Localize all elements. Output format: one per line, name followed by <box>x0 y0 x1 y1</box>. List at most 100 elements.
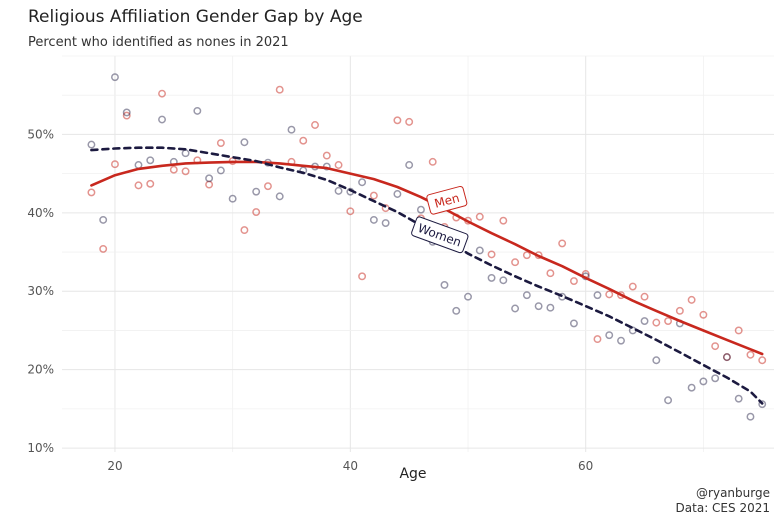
point-men <box>722 353 731 362</box>
grid-layer <box>62 55 774 452</box>
point-women <box>475 246 484 255</box>
point-women <box>546 303 555 312</box>
chart-subtitle: Percent who identified as nones in 2021 <box>28 35 289 50</box>
point-men <box>346 207 355 216</box>
point-men <box>205 180 214 189</box>
point-women <box>440 281 449 289</box>
point-men <box>393 116 402 125</box>
point-men <box>428 157 437 166</box>
point-women <box>699 377 708 386</box>
trend-line-men <box>90 160 764 356</box>
y-tick-label: 20% <box>27 363 54 377</box>
point-women <box>664 396 673 405</box>
point-women <box>275 192 284 201</box>
point-men <box>322 151 331 160</box>
point-women <box>499 276 508 285</box>
point-women <box>511 304 520 313</box>
line-label-men: Men <box>426 185 468 215</box>
point-men <box>240 226 249 235</box>
x-axis-label: Age <box>399 466 426 482</box>
point-women <box>158 115 166 124</box>
point-women <box>687 383 696 392</box>
point-men <box>87 188 96 197</box>
point-women <box>111 73 119 82</box>
point-men <box>569 277 578 286</box>
point-women <box>240 138 249 147</box>
point-men <box>216 139 225 147</box>
y-tick-label: 40% <box>27 206 54 220</box>
point-women <box>287 125 296 134</box>
point-men <box>699 310 708 319</box>
point-men <box>475 212 484 221</box>
caption-line-2: Data: CES 2021 <box>676 501 770 515</box>
point-women <box>569 319 578 328</box>
point-women <box>593 291 602 300</box>
x-tick-label: 40 <box>343 459 358 473</box>
point-men <box>111 160 119 169</box>
point-men <box>487 250 496 259</box>
point-men <box>358 272 367 281</box>
point-women <box>181 149 190 158</box>
chart-title: Religious Affiliation Gender Gap by Age <box>28 7 363 27</box>
point-men <box>593 335 602 344</box>
point-men <box>522 251 531 260</box>
point-men <box>711 342 720 351</box>
point-women <box>358 178 367 187</box>
point-women <box>640 317 649 325</box>
point-men <box>405 117 414 126</box>
trend-line-women <box>90 146 764 405</box>
point-men <box>264 182 272 191</box>
point-women <box>146 156 155 165</box>
point-men <box>640 292 649 301</box>
point-women <box>522 291 531 300</box>
point-women <box>711 374 720 383</box>
point-men <box>664 317 673 325</box>
point-women <box>369 215 378 224</box>
line-label-box-men <box>426 185 468 215</box>
point-women <box>405 161 414 169</box>
y-tick-label: 30% <box>27 284 54 298</box>
point-women <box>381 219 390 227</box>
point-women <box>416 205 425 214</box>
point-men <box>169 165 178 174</box>
point-men <box>558 239 567 248</box>
point-men <box>122 111 131 120</box>
point-women <box>652 356 661 365</box>
point-men <box>334 161 343 169</box>
point-women <box>193 106 202 115</box>
point-men <box>628 282 637 291</box>
line-label-box-women <box>411 216 469 254</box>
x-tick-label: 60 <box>578 459 593 473</box>
point-men <box>181 167 190 176</box>
point-women <box>216 166 225 175</box>
point-women <box>99 215 108 224</box>
point-women <box>605 331 614 340</box>
point-men <box>146 179 155 188</box>
point-men <box>311 121 319 129</box>
point-men <box>546 269 555 278</box>
point-women <box>334 186 343 195</box>
point-women <box>534 302 543 311</box>
point-women <box>722 353 731 362</box>
point-men <box>252 208 261 216</box>
point-women <box>452 306 461 315</box>
point-women <box>252 187 261 196</box>
point-men <box>134 181 143 190</box>
point-women <box>205 174 214 183</box>
point-women <box>134 161 143 169</box>
point-men <box>687 295 696 304</box>
point-men <box>158 89 166 98</box>
trend-layer <box>90 146 764 405</box>
point-men <box>499 216 508 225</box>
y-tick-label: 10% <box>27 441 54 455</box>
annotation-layer: Men Women <box>411 185 469 254</box>
caption-line-1: @ryanburge <box>696 486 770 500</box>
point-women <box>746 412 755 421</box>
point-men <box>746 350 755 359</box>
point-women <box>228 194 237 203</box>
point-men <box>99 244 108 253</box>
point-women <box>87 140 96 149</box>
point-women <box>758 400 767 409</box>
